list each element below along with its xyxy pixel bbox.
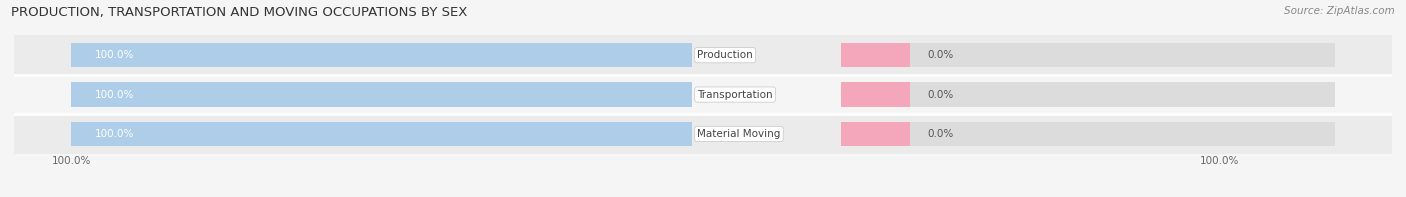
Bar [910,122,1334,146]
Bar [841,122,910,146]
Bar [72,82,692,107]
Bar [72,43,692,67]
Text: Source: ZipAtlas.com: Source: ZipAtlas.com [1284,6,1395,16]
Text: Material Moving: Material Moving [697,129,780,139]
Bar [8,35,1406,75]
Bar [841,82,910,107]
Text: 100.0%: 100.0% [94,90,134,99]
Text: 0.0%: 0.0% [927,129,953,139]
Bar [841,43,910,67]
Text: PRODUCTION, TRANSPORTATION AND MOVING OCCUPATIONS BY SEX: PRODUCTION, TRANSPORTATION AND MOVING OC… [11,6,468,19]
Text: 100.0%: 100.0% [94,50,134,60]
Bar [8,114,1406,154]
Text: Transportation: Transportation [697,90,773,99]
Text: 0.0%: 0.0% [927,50,953,60]
Bar [910,82,1334,107]
Text: 0.0%: 0.0% [927,90,953,99]
Text: 100.0%: 100.0% [94,129,134,139]
Bar [8,75,1406,114]
Bar [72,122,692,146]
Text: Production: Production [697,50,754,60]
Bar [910,43,1334,67]
